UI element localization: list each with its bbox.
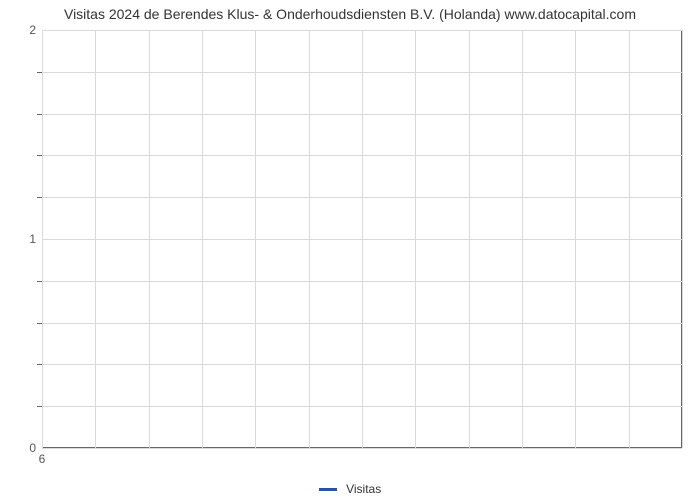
grid-line-vertical [469,30,470,448]
grid-line-vertical [362,30,363,448]
y-tick-label: 2 [29,23,42,37]
grid-line-vertical [682,30,683,448]
plot-area: 0126 [42,30,682,448]
grid-line-vertical [629,30,630,448]
grid-line-vertical [575,30,576,448]
visits-chart: Visitas 2024 de Berendes Klus- & Onderho… [0,0,700,500]
grid-line-vertical [522,30,523,448]
grid-line-vertical [42,30,43,448]
grid-line-vertical [202,30,203,448]
chart-legend: Visitas [0,481,700,496]
x-tick-label: 6 [39,448,46,466]
grid-line-vertical [309,30,310,448]
grid-line-vertical [415,30,416,448]
chart-title: Visitas 2024 de Berendes Klus- & Onderho… [0,6,700,22]
grid-line-vertical [255,30,256,448]
grid-line-horizontal [42,448,682,449]
grid-line-vertical [149,30,150,448]
legend-swatch [319,488,337,491]
grid-line-vertical [95,30,96,448]
y-tick-label: 1 [29,232,42,246]
legend-label: Visitas [346,482,381,496]
